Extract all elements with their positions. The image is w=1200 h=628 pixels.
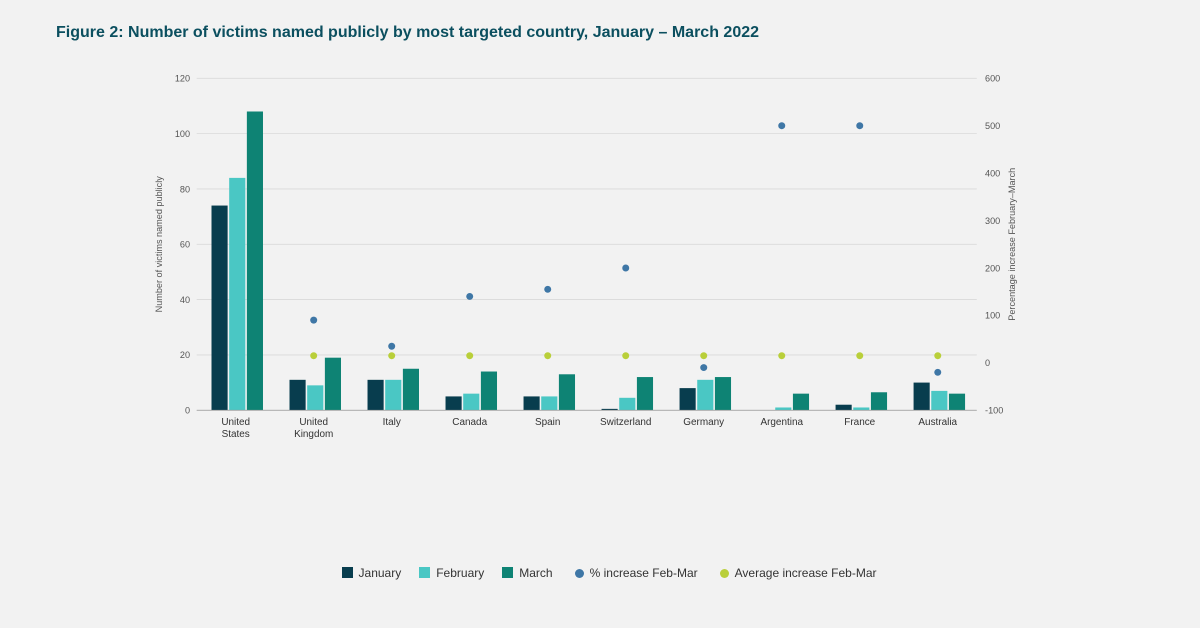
svg-text:United: United — [299, 417, 328, 428]
bar — [403, 369, 419, 410]
point — [466, 293, 473, 300]
bar — [697, 380, 713, 410]
bar — [368, 380, 384, 410]
bar — [541, 396, 557, 410]
svg-text:Kingdom: Kingdom — [294, 429, 333, 440]
svg-text:120: 120 — [175, 74, 190, 84]
svg-text:0: 0 — [185, 406, 190, 416]
point — [544, 352, 551, 359]
point — [388, 352, 395, 359]
svg-text:80: 80 — [180, 184, 190, 194]
svg-text:Germany: Germany — [683, 417, 724, 428]
svg-text:Switzerland: Switzerland — [600, 417, 651, 428]
point — [700, 364, 707, 371]
bar — [463, 394, 479, 411]
svg-text:Canada: Canada — [452, 417, 487, 428]
bar — [637, 377, 653, 410]
svg-text:400: 400 — [985, 168, 1000, 178]
bar — [715, 377, 731, 410]
svg-text:100: 100 — [985, 311, 1000, 321]
bar — [914, 383, 930, 411]
point — [934, 369, 941, 376]
bar — [836, 405, 852, 411]
point — [310, 317, 317, 324]
svg-text:60: 60 — [180, 240, 190, 250]
point — [778, 352, 785, 359]
bar — [229, 178, 245, 410]
svg-text:Argentina: Argentina — [760, 417, 803, 428]
point — [544, 286, 551, 293]
svg-text:100: 100 — [175, 129, 190, 139]
point — [310, 352, 317, 359]
point — [856, 352, 863, 359]
svg-text:20: 20 — [180, 350, 190, 360]
bar — [931, 391, 947, 410]
point — [622, 352, 629, 359]
bar — [680, 388, 696, 410]
svg-text:Number of victims named public: Number of victims named publicly — [154, 176, 164, 313]
svg-text:0: 0 — [985, 358, 990, 368]
bar — [247, 111, 263, 410]
point — [778, 122, 785, 129]
svg-text:-100: -100 — [985, 406, 1003, 416]
bar — [325, 358, 341, 411]
bar — [524, 396, 540, 410]
bar — [385, 380, 401, 410]
bar — [290, 380, 306, 410]
bar — [871, 392, 887, 410]
chart-container: 0 20 40 60 80 100 120 -100 0 100 200 300 400 500 600 Un… — [56, 60, 1144, 580]
bar — [793, 394, 809, 411]
svg-text:Spain: Spain — [535, 417, 560, 428]
bar — [446, 396, 462, 410]
point — [856, 122, 863, 129]
point — [388, 343, 395, 350]
chart-plot: 0 20 40 60 80 100 120 -100 0 100 200 300 400 500 600 Un… — [130, 70, 1070, 470]
chart-title: Figure 2: Number of victims named public… — [56, 24, 759, 42]
bar — [481, 372, 497, 411]
svg-text:Percentage increase February–M: Percentage increase February–March — [1007, 168, 1017, 321]
svg-text:500: 500 — [985, 121, 1000, 131]
svg-text:600: 600 — [985, 74, 1000, 84]
bar — [307, 385, 323, 410]
point — [934, 352, 941, 359]
point — [466, 352, 473, 359]
chart-legend: JanuaryFebruaryMarch% increase Feb-MarAv… — [56, 566, 1144, 580]
svg-text:Australia: Australia — [918, 417, 957, 428]
point — [622, 264, 629, 271]
bar — [212, 206, 228, 411]
svg-text:200: 200 — [985, 263, 1000, 273]
svg-text:300: 300 — [985, 216, 1000, 226]
svg-text:States: States — [222, 429, 250, 440]
svg-text:40: 40 — [180, 295, 190, 305]
svg-text:Italy: Italy — [383, 417, 401, 428]
bar — [559, 374, 575, 410]
svg-text:France: France — [844, 417, 875, 428]
bar — [949, 394, 965, 411]
svg-text:United: United — [221, 417, 250, 428]
point — [700, 352, 707, 359]
bar — [619, 398, 635, 410]
